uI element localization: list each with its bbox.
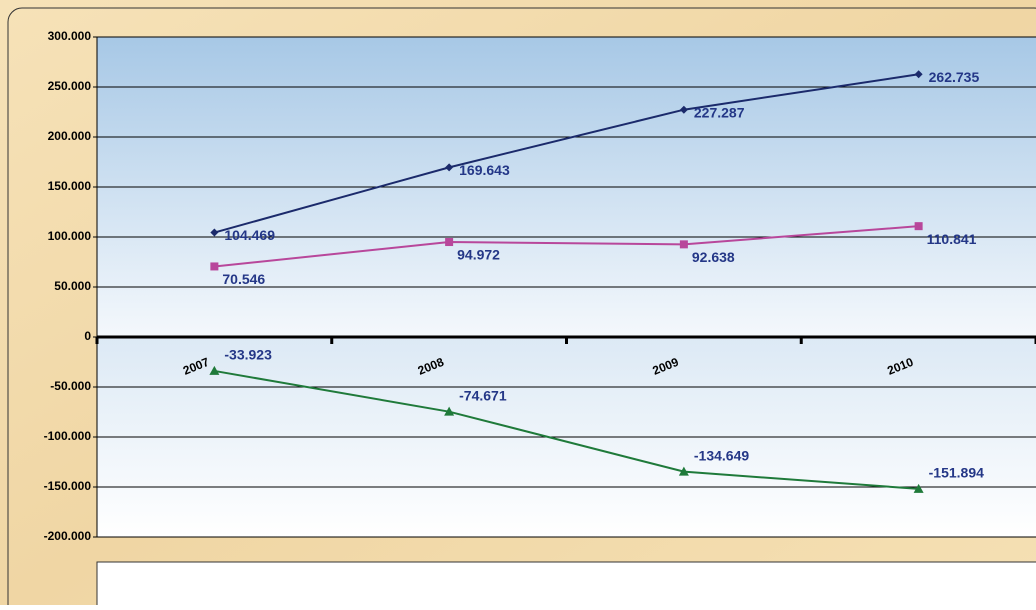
marker — [209, 365, 220, 375]
series-line — [214, 369, 919, 490]
y-tick-label: 150.000 — [48, 179, 92, 193]
data-label: 110.841 — [927, 231, 977, 247]
marker — [679, 240, 688, 249]
data-label: -33.923 — [224, 347, 272, 363]
marker — [445, 163, 454, 172]
y-tick-label: -200.000 — [44, 529, 92, 543]
data-label: 104.469 — [224, 227, 275, 243]
data-label: 94.972 — [457, 247, 500, 263]
y-tick-label: 300.000 — [48, 29, 92, 43]
marker — [914, 70, 923, 79]
data-label: 70.546 — [222, 271, 265, 287]
y-tick-label: -150.000 — [44, 479, 92, 493]
marker — [678, 466, 689, 476]
y-tick-label: 200.000 — [48, 129, 92, 143]
marker — [210, 262, 219, 271]
data-label: 227.287 — [694, 104, 745, 120]
frame — [7, 7, 1036, 610]
series-line — [214, 225, 919, 268]
y-tick-label: 250.000 — [48, 79, 92, 93]
y-tick-label: -100.000 — [44, 429, 92, 443]
data-label: 169.643 — [459, 162, 510, 178]
marker — [210, 228, 219, 237]
marker — [914, 222, 923, 231]
marker — [679, 105, 688, 114]
legend-box — [96, 561, 1036, 610]
data-label: 262.735 — [929, 69, 980, 85]
series-line — [214, 73, 919, 234]
y-tick-label: 0 — [84, 329, 91, 343]
marker — [444, 406, 455, 416]
marker — [445, 238, 454, 247]
data-label: -151.894 — [929, 465, 984, 481]
marker — [913, 483, 924, 493]
data-label: -134.649 — [694, 447, 749, 463]
data-label: -74.671 — [459, 387, 507, 403]
y-tick-label: -50.000 — [50, 379, 91, 393]
y-tick-label: 100.000 — [48, 229, 92, 243]
data-label: 92.638 — [692, 249, 735, 265]
y-tick-label: 50.000 — [54, 279, 91, 293]
